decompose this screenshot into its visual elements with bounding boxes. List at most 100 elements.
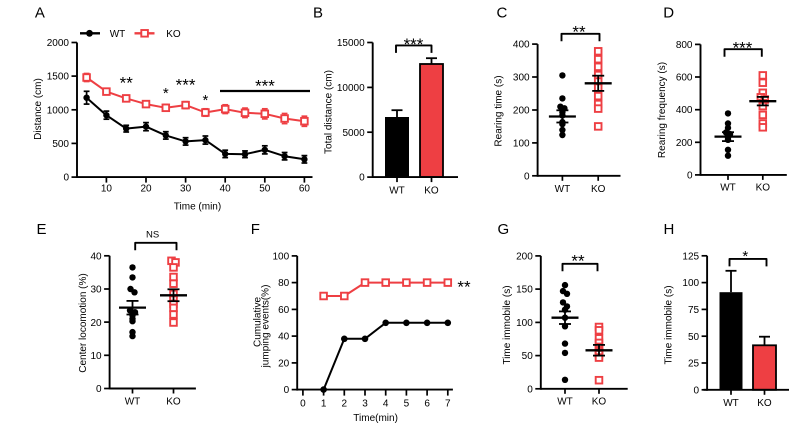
svg-text:0: 0	[63, 173, 69, 184]
svg-text:A: A	[35, 4, 45, 21]
svg-text:100: 100	[516, 318, 533, 329]
svg-text:0: 0	[359, 173, 365, 184]
svg-text:Time (min): Time (min)	[174, 202, 221, 213]
svg-text:200: 200	[516, 252, 533, 263]
svg-text:*: *	[163, 85, 169, 102]
svg-text:6: 6	[424, 399, 430, 410]
svg-text:60: 60	[278, 305, 290, 316]
svg-text:Time immobile (s): Time immobile (s)	[664, 285, 675, 364]
svg-text:10: 10	[90, 351, 102, 362]
svg-text:KO: KO	[591, 184, 606, 195]
svg-text:2: 2	[342, 399, 348, 410]
svg-text:Total distance (cm): Total distance (cm)	[324, 70, 335, 154]
svg-text:40: 40	[278, 332, 290, 343]
svg-text:1500: 1500	[47, 72, 70, 83]
svg-text:60: 60	[299, 184, 311, 195]
svg-text:Distance (cm): Distance (cm)	[33, 78, 44, 140]
svg-text:30: 30	[180, 184, 192, 195]
svg-text:KO: KO	[756, 183, 771, 194]
svg-text:100: 100	[682, 278, 699, 289]
svg-text:Rearing time (s): Rearing time (s)	[494, 75, 505, 146]
svg-text:WT: WT	[110, 29, 126, 40]
svg-text:600: 600	[676, 73, 693, 84]
svg-text:500: 500	[52, 139, 69, 150]
svg-text:***: ***	[176, 76, 196, 95]
svg-text:*: *	[742, 248, 748, 265]
svg-text:200: 200	[676, 138, 693, 149]
svg-text:G: G	[498, 221, 510, 238]
svg-text:200: 200	[513, 106, 530, 117]
svg-text:150: 150	[516, 285, 533, 296]
svg-text:1000: 1000	[47, 105, 70, 116]
svg-text:Time immobile (s): Time immobile (s)	[502, 285, 513, 364]
svg-text:B: B	[313, 4, 323, 21]
svg-text:**: **	[571, 252, 585, 271]
svg-text:0: 0	[284, 385, 290, 396]
svg-text:15000: 15000	[337, 38, 365, 49]
svg-text:800: 800	[676, 40, 693, 51]
svg-text:WT: WT	[723, 398, 739, 409]
svg-text:KO: KO	[424, 185, 439, 196]
svg-text:7: 7	[445, 399, 451, 410]
svg-text:0: 0	[300, 399, 306, 410]
svg-text:**: **	[120, 74, 134, 93]
svg-text:Rearing frequency (s): Rearing frequency (s)	[657, 62, 668, 158]
svg-text:jumping events(%): jumping events(%)	[260, 285, 271, 369]
svg-text:0: 0	[694, 385, 700, 396]
svg-text:C: C	[497, 4, 508, 21]
svg-text:50: 50	[688, 332, 700, 343]
svg-text:H: H	[664, 221, 675, 238]
svg-text:100: 100	[273, 252, 290, 263]
svg-text:0: 0	[524, 171, 530, 182]
svg-text:***: ***	[255, 77, 275, 96]
svg-text:1: 1	[321, 399, 327, 410]
svg-text:75: 75	[688, 305, 700, 316]
svg-text:300: 300	[513, 73, 530, 84]
svg-text:4: 4	[383, 399, 389, 410]
svg-text:5000: 5000	[342, 128, 365, 139]
svg-text:WT: WT	[389, 185, 405, 196]
svg-text:**: **	[572, 22, 586, 41]
svg-text:2000: 2000	[47, 38, 70, 49]
svg-text:**: **	[457, 278, 471, 297]
svg-text:*: *	[202, 92, 208, 109]
svg-text:F: F	[251, 221, 260, 238]
svg-text:Cumulative: Cumulative	[252, 297, 263, 347]
svg-text:5: 5	[404, 399, 410, 410]
svg-text:0: 0	[96, 384, 102, 395]
svg-text:40: 40	[90, 251, 102, 262]
svg-text:10000: 10000	[337, 83, 365, 94]
svg-text:***: ***	[733, 38, 753, 57]
svg-text:0: 0	[687, 171, 693, 182]
svg-text:Time(min): Time(min)	[353, 413, 398, 424]
svg-text:NS: NS	[146, 230, 159, 241]
svg-text:20: 20	[90, 318, 102, 329]
svg-text:20: 20	[278, 359, 290, 370]
svg-text:WT: WT	[555, 184, 571, 195]
svg-text:80: 80	[278, 278, 290, 289]
svg-text:50: 50	[522, 351, 534, 362]
svg-text:KO: KO	[592, 396, 607, 407]
svg-text:25: 25	[688, 359, 700, 370]
svg-text:0: 0	[527, 384, 533, 395]
svg-text:400: 400	[513, 40, 530, 51]
svg-text:KO: KO	[166, 396, 181, 407]
svg-text:KO: KO	[757, 398, 772, 409]
svg-text:100: 100	[513, 139, 530, 150]
svg-text:Center locomotion (%): Center locomotion (%)	[78, 273, 89, 372]
svg-text:WT: WT	[720, 183, 736, 194]
svg-text:***: ***	[404, 35, 424, 54]
svg-text:3: 3	[362, 399, 368, 410]
svg-text:125: 125	[682, 251, 699, 262]
svg-text:WT: WT	[125, 396, 141, 407]
svg-text:KO: KO	[166, 29, 181, 40]
svg-text:WT: WT	[557, 396, 573, 407]
svg-text:D: D	[663, 4, 674, 21]
svg-text:30: 30	[90, 285, 102, 296]
svg-text:40: 40	[220, 184, 232, 195]
svg-text:400: 400	[676, 105, 693, 116]
svg-text:E: E	[37, 221, 47, 238]
svg-text:10: 10	[101, 184, 113, 195]
svg-text:50: 50	[259, 184, 271, 195]
svg-text:20: 20	[140, 184, 152, 195]
